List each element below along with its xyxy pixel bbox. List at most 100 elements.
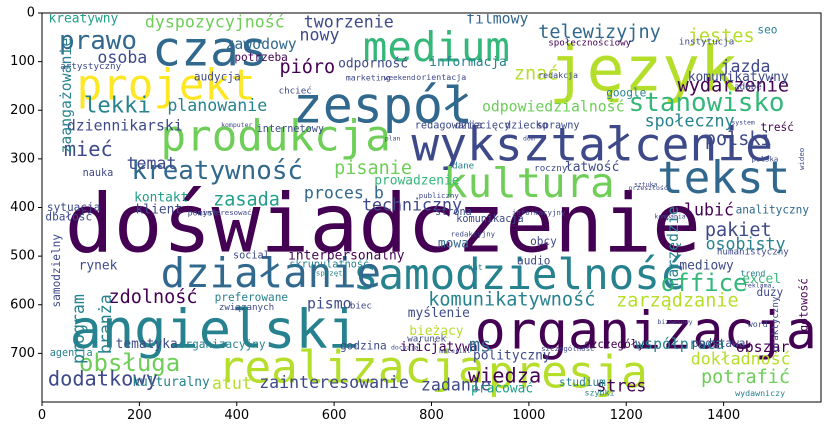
word-124: redakcja <box>538 70 578 80</box>
word-18: prawo <box>59 26 137 56</box>
word-140: pomysł <box>188 207 218 217</box>
word-135: publiczny <box>419 191 460 200</box>
word-83: dodatkowy <box>48 367 158 391</box>
word-10: medium <box>363 23 510 71</box>
x-tick-label-6: 1200 <box>610 408 643 423</box>
word-96: nauka <box>83 168 114 179</box>
word-47: łatwość <box>565 160 619 175</box>
word-126: agencja <box>50 348 93 359</box>
word-100: dziecięcy <box>455 120 510 131</box>
word-55: pakiet <box>705 220 772 241</box>
word-4: zespół <box>293 76 473 134</box>
word-85: atut <box>212 374 252 393</box>
word-129: wydawniczy <box>735 388 785 398</box>
x-tick-label-1: 200 <box>127 408 152 423</box>
word-103: internetowy <box>257 124 324 135</box>
word-25: lekki <box>84 92 151 118</box>
word-61: mediowy <box>679 258 734 273</box>
word-20: obsługa <box>79 349 180 377</box>
word-45: pisanie <box>334 158 412 179</box>
word-58: mowa <box>438 236 469 251</box>
word-106: seo <box>757 24 777 37</box>
word-29: kreatywny <box>48 11 118 26</box>
word-157: komputer <box>221 121 252 129</box>
x-tick-label-0: 0 <box>38 408 46 423</box>
word-49: kontakt <box>134 190 188 205</box>
word-60: rynek <box>79 258 118 273</box>
y-tick-label-1: 100 <box>10 54 35 69</box>
word-156: przeszłość <box>629 184 668 192</box>
word-73: inicjatywa <box>400 340 478 355</box>
word-35: informacja <box>429 55 507 70</box>
word-95: sytuacja <box>47 201 100 214</box>
word-122: marketing <box>346 73 391 83</box>
word-147: system <box>731 118 755 126</box>
word-layer: doświadczenie angielski organizacja język ze… <box>45 10 817 398</box>
y-tick-label-4: 400 <box>10 200 35 215</box>
word-131: word <box>748 319 768 329</box>
word-40: społeczny <box>645 111 735 130</box>
word-26: dyspozycyjność <box>145 12 285 31</box>
word-65: zarządzanie <box>616 290 739 311</box>
y-tick-label-2: 200 <box>10 103 35 118</box>
word-12: samodzielność <box>353 251 686 300</box>
word-115: biec <box>350 301 372 312</box>
plot-area: doświadczenie angielski organizacja język ze… <box>41 10 822 403</box>
word-76: współpraca <box>635 336 724 353</box>
word-9: czas <box>152 21 268 77</box>
word-46: prowadzenie <box>374 173 459 188</box>
word-70: branża <box>96 294 115 354</box>
word-123: weekend <box>384 73 415 82</box>
word-82: dokładność <box>691 350 791 369</box>
y-tick-label-0: 0 <box>27 6 35 21</box>
y-tick-label-6: 600 <box>10 297 35 312</box>
x-tick-label-2: 400 <box>224 408 249 423</box>
word-50: proces b <box>304 183 384 202</box>
word-128: szybki <box>584 387 614 397</box>
word-90: stres <box>596 376 646 395</box>
word-37: komunikatywny <box>688 70 789 85</box>
word-118: humanistyczny <box>717 247 789 258</box>
word-27: tworzenie <box>304 12 394 31</box>
word-155: sztuka <box>634 181 658 189</box>
word-77: obszar <box>736 339 790 356</box>
x-tick-label-5: 1000 <box>512 408 545 423</box>
word-94: dbałość <box>45 211 92 224</box>
word-148: polska <box>752 154 779 163</box>
word-79: organizacyjny <box>179 338 266 351</box>
word-36: znać <box>514 63 559 84</box>
word-5: wykształcenie <box>411 117 773 171</box>
word-91: potrafić <box>701 367 790 388</box>
word-120: społecznościowy <box>548 38 631 49</box>
word-149: wideo <box>797 148 806 170</box>
word-114: warunek <box>407 333 446 344</box>
x-tick-label-7: 1400 <box>707 408 740 423</box>
word-2: organizacja <box>475 301 817 361</box>
word-56: osobisty <box>706 234 786 253</box>
word-97: audycja <box>194 71 241 84</box>
word-28: filmowy <box>466 10 528 27</box>
word-54: analityczny <box>736 203 810 216</box>
word-144: szczególność <box>541 344 594 353</box>
word-17: stanowisko <box>629 88 785 118</box>
word-81: polityczny <box>473 348 551 363</box>
word-109: strona <box>435 207 472 218</box>
y-tick-label-5: 500 <box>10 249 35 264</box>
word-11: projekt <box>77 61 256 110</box>
word-52: klient <box>136 202 183 217</box>
word-53: lubić <box>684 200 734 219</box>
word-111: obcy <box>530 235 557 248</box>
word-152: kompania <box>654 212 685 220</box>
word-8: tekst <box>657 153 790 204</box>
word-112: social <box>233 251 270 262</box>
word-138: dane <box>452 161 474 172</box>
word-108: komunikacja <box>456 214 523 225</box>
word-102: sprawny <box>537 120 580 131</box>
word-93: samodzielny <box>50 234 63 308</box>
word-99: redagowania <box>415 120 482 131</box>
word-117: duży <box>757 286 784 299</box>
word-142: sprzęt <box>316 269 343 278</box>
word-42: dziennikarski <box>67 117 183 134</box>
word-150: biznesowy <box>657 318 692 326</box>
